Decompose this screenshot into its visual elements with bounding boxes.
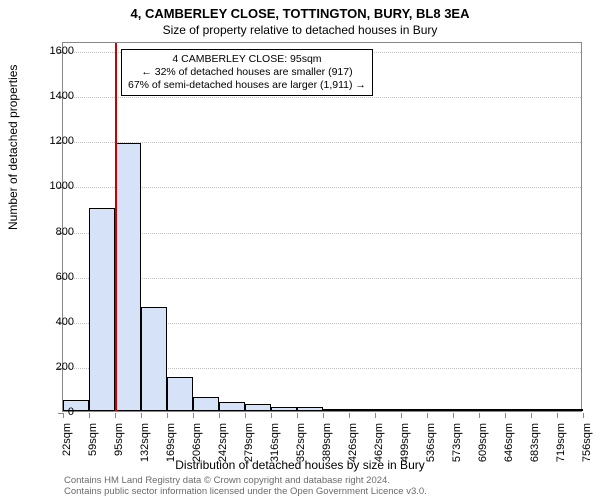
histogram-bar: [505, 409, 531, 411]
xtick-label: 132sqm: [139, 423, 151, 483]
xtick-mark: [479, 413, 480, 418]
x-axis-label: Distribution of detached houses by size …: [0, 458, 600, 472]
xtick-mark: [375, 413, 376, 418]
histogram-bar: [453, 409, 479, 411]
histogram-bar: [271, 407, 297, 412]
histogram-bar: [349, 409, 375, 411]
xtick-label: 59sqm: [87, 423, 99, 483]
xtick-mark: [427, 413, 428, 418]
histogram-bar: [297, 407, 323, 411]
xtick-label: 242sqm: [217, 423, 229, 483]
xtick-mark: [141, 413, 142, 418]
ytick-label: 1600: [34, 45, 74, 57]
xtick-label: 609sqm: [477, 423, 489, 483]
histogram-bar: [531, 409, 557, 411]
histogram-bar: [167, 377, 193, 411]
xtick-mark: [583, 413, 584, 418]
ytick-label: 400: [34, 316, 74, 328]
chart-title-line2: Size of property relative to detached ho…: [0, 23, 600, 37]
y-axis-label: Number of detached properties: [6, 65, 20, 230]
xtick-label: 206sqm: [191, 423, 203, 483]
xtick-label: 573sqm: [451, 423, 463, 483]
ytick-label: 0: [34, 406, 74, 418]
histogram-bar: [323, 409, 349, 411]
xtick-label: 683sqm: [529, 423, 541, 483]
ytick-label: 600: [34, 271, 74, 283]
xtick-label: 426sqm: [347, 423, 359, 483]
footer-line2: Contains public sector information licen…: [64, 487, 427, 498]
callout-box: 4 CAMBERLEY CLOSE: 95sqm← 32% of detache…: [121, 49, 373, 96]
xtick-mark: [89, 413, 90, 418]
gridline-h: [63, 97, 581, 98]
histogram-bar: [141, 307, 167, 411]
histogram-bar: [427, 409, 453, 411]
xtick-mark: [557, 413, 558, 418]
histogram-bar: [193, 397, 219, 411]
xtick-label: 279sqm: [243, 423, 255, 483]
histogram-bar: [375, 409, 401, 411]
xtick-mark: [505, 413, 506, 418]
callout-line-2: ← 32% of detached houses are smaller (91…: [128, 66, 366, 79]
xtick-label: 22sqm: [61, 423, 73, 483]
callout-line-1: 4 CAMBERLEY CLOSE: 95sqm: [128, 53, 366, 66]
chart-title-line1: 4, CAMBERLEY CLOSE, TOTTINGTON, BURY, BL…: [0, 6, 600, 21]
callout-line-3: 67% of semi-detached houses are larger (…: [128, 79, 366, 92]
xtick-label: 499sqm: [399, 423, 411, 483]
histogram-bar: [219, 402, 245, 411]
xtick-mark: [193, 413, 194, 418]
xtick-label: 169sqm: [165, 423, 177, 483]
plot-wrap: 22sqm59sqm95sqm132sqm169sqm206sqm242sqm2…: [62, 42, 582, 412]
xtick-mark: [531, 413, 532, 418]
xtick-mark: [115, 413, 116, 418]
xtick-mark: [349, 413, 350, 418]
xtick-label: 462sqm: [373, 423, 385, 483]
xtick-label: 316sqm: [269, 423, 281, 483]
xtick-mark: [453, 413, 454, 418]
xtick-mark: [219, 413, 220, 418]
xtick-label: 536sqm: [425, 423, 437, 483]
footer-attribution: Contains HM Land Registry data © Crown c…: [64, 476, 427, 498]
xtick-mark: [297, 413, 298, 418]
histogram-bar: [557, 409, 583, 411]
histogram-bar: [479, 409, 505, 411]
xtick-mark: [401, 413, 402, 418]
histogram-bar: [401, 409, 427, 411]
xtick-label: 719sqm: [555, 423, 567, 483]
chart-root: 4, CAMBERLEY CLOSE, TOTTINGTON, BURY, BL…: [0, 0, 600, 500]
histogram-bar: [115, 143, 141, 411]
xtick-label: 389sqm: [321, 423, 333, 483]
xtick-mark: [271, 413, 272, 418]
ytick-label: 1400: [34, 90, 74, 102]
xtick-mark: [245, 413, 246, 418]
xtick-label: 756sqm: [581, 423, 593, 483]
ytick-label: 1200: [34, 135, 74, 147]
xtick-label: 352sqm: [295, 423, 307, 483]
xtick-label: 646sqm: [503, 423, 515, 483]
xtick-label: 95sqm: [113, 423, 125, 483]
xtick-mark: [323, 413, 324, 418]
title-block: 4, CAMBERLEY CLOSE, TOTTINGTON, BURY, BL…: [0, 0, 600, 37]
plot-area: 22sqm59sqm95sqm132sqm169sqm206sqm242sqm2…: [62, 42, 582, 412]
subject-marker-line: [115, 43, 117, 411]
ytick-label: 200: [34, 361, 74, 373]
histogram-bar: [89, 208, 115, 411]
ytick-label: 1000: [34, 180, 74, 192]
xtick-mark: [167, 413, 168, 418]
histogram-bar: [245, 404, 271, 411]
ytick-label: 800: [34, 226, 74, 238]
